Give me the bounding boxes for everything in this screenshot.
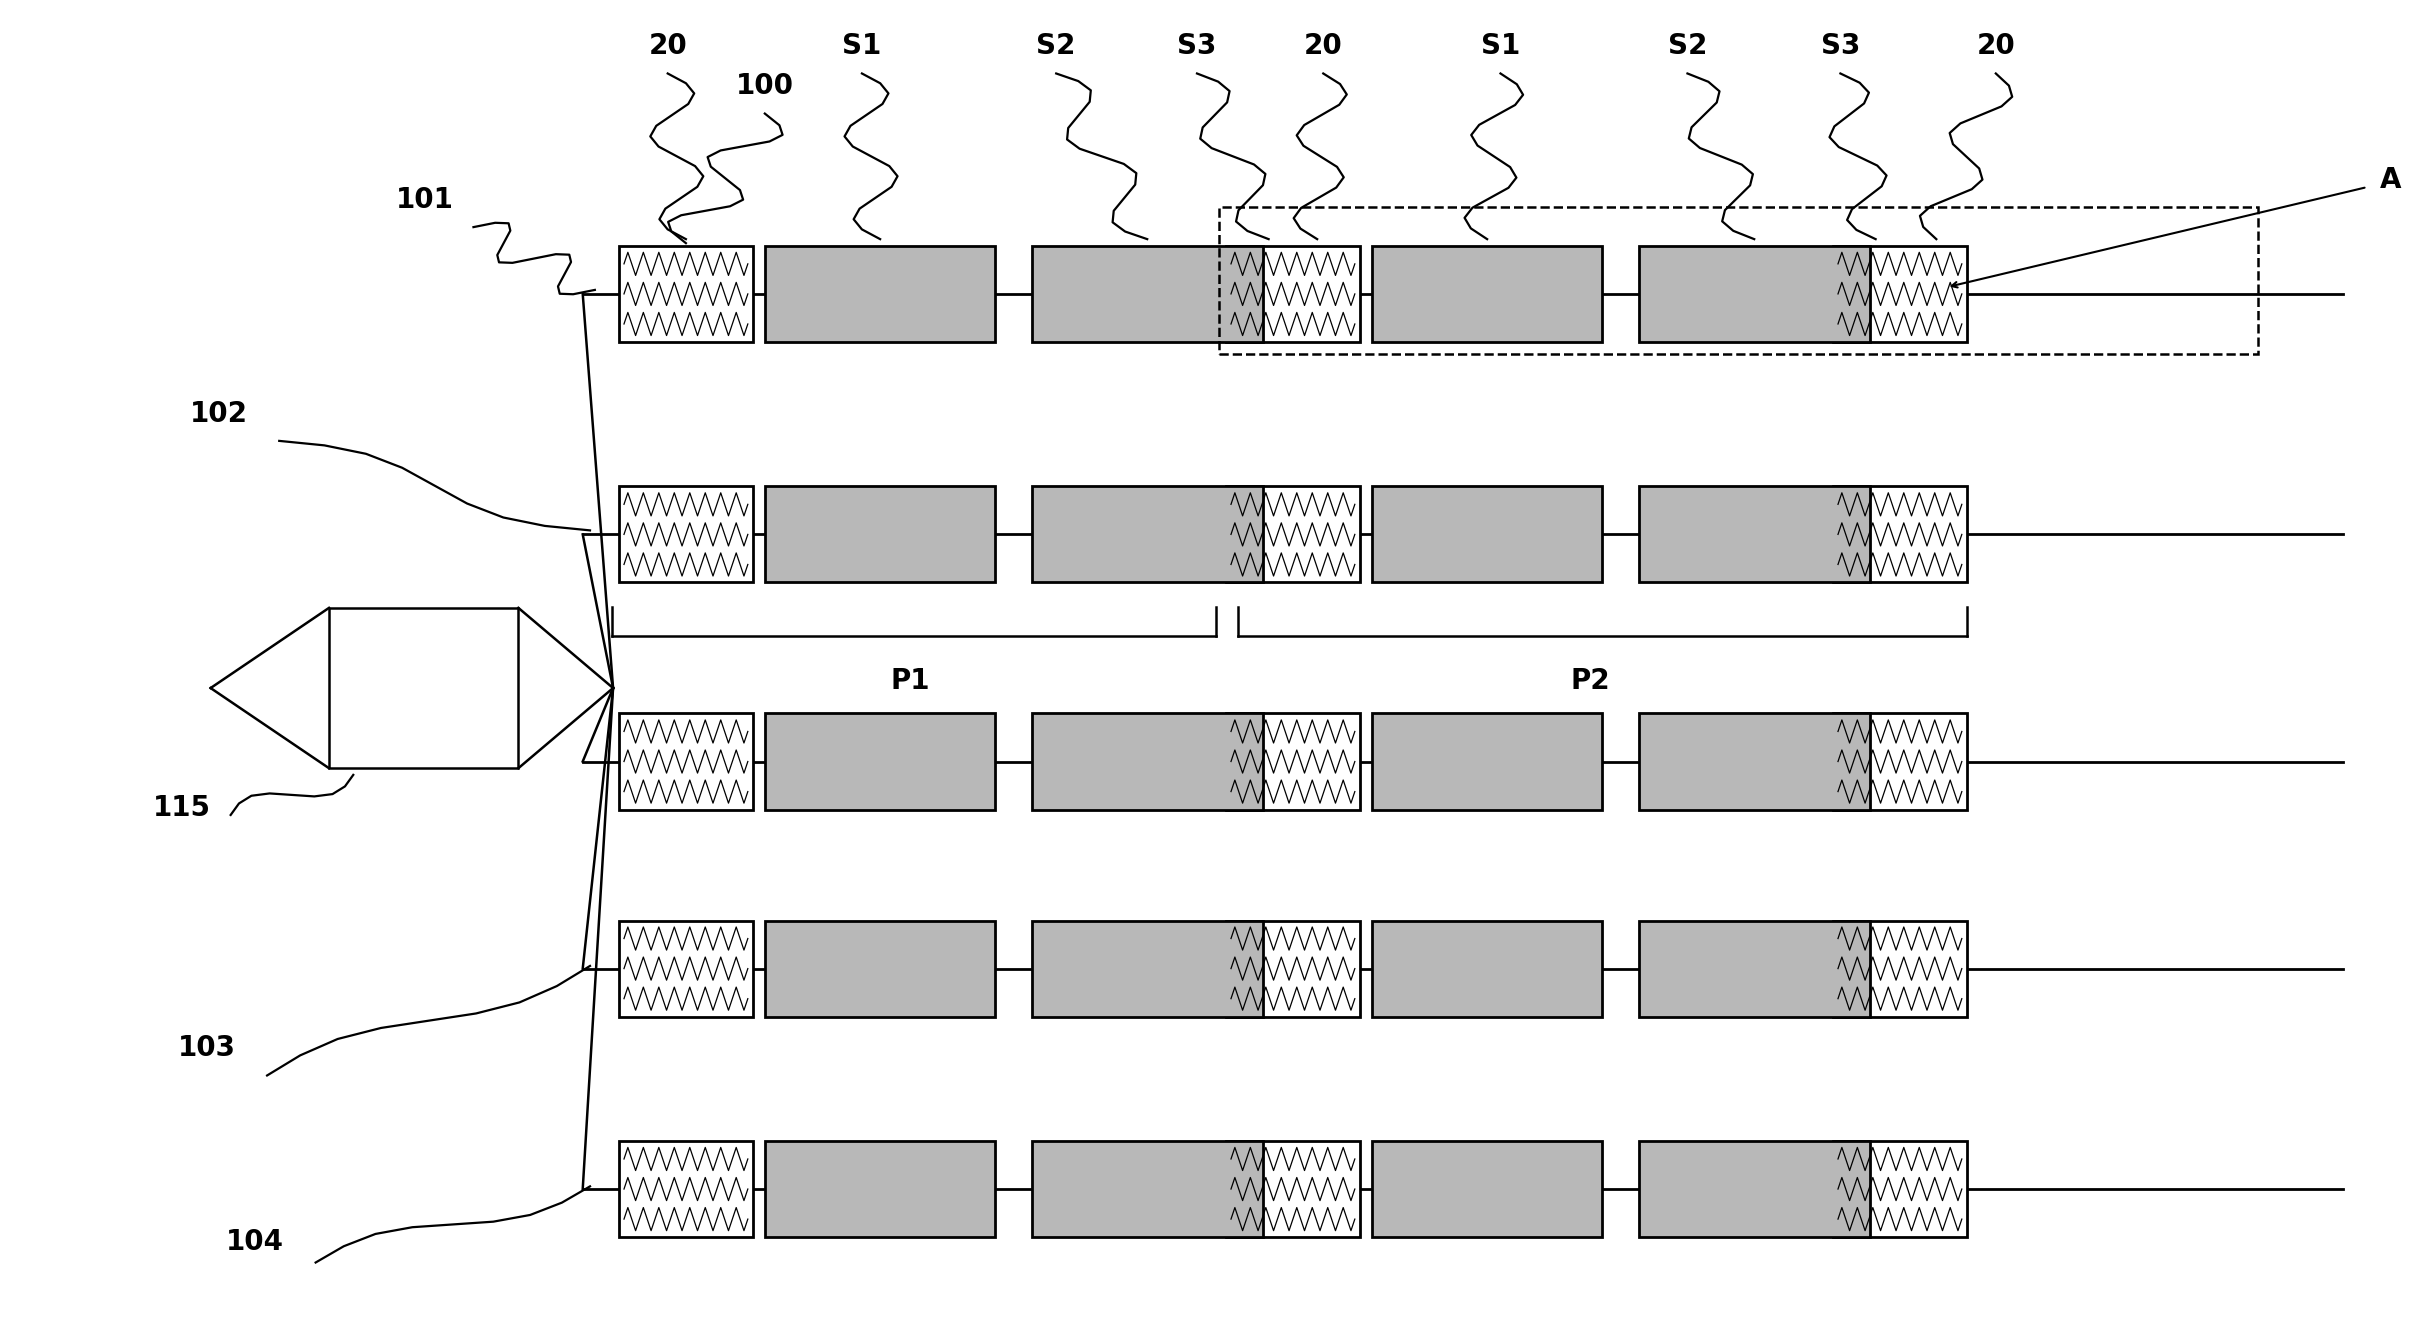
Bar: [1833, 1141, 1967, 1237]
Text: 102: 102: [189, 399, 248, 428]
Text: 20: 20: [1304, 32, 1343, 60]
Bar: [1639, 713, 1870, 810]
Text: S1: S1: [843, 32, 881, 60]
Bar: [1639, 921, 1870, 1017]
Bar: [1032, 486, 1263, 582]
Bar: [765, 713, 995, 810]
Bar: [1226, 1141, 1360, 1237]
Bar: [765, 486, 995, 582]
Bar: [765, 246, 995, 342]
Bar: [1833, 921, 1967, 1017]
Text: P2: P2: [1571, 667, 1610, 695]
Text: S3: S3: [1178, 32, 1216, 60]
Bar: [1032, 1141, 1263, 1237]
Bar: [1833, 486, 1967, 582]
Bar: [1639, 486, 1870, 582]
Bar: [1639, 1141, 1870, 1237]
Bar: [1639, 246, 1870, 342]
Bar: [1219, 207, 2258, 354]
Text: 115: 115: [153, 794, 211, 822]
Bar: [619, 713, 753, 810]
Text: S3: S3: [1821, 32, 1860, 60]
Bar: [619, 246, 753, 342]
Text: 103: 103: [177, 1034, 236, 1062]
Text: S2: S2: [1668, 32, 1707, 60]
Bar: [1226, 246, 1360, 342]
Bar: [1372, 486, 1602, 582]
Bar: [619, 921, 753, 1017]
Text: A: A: [2379, 167, 2401, 194]
Text: S2: S2: [1037, 32, 1076, 60]
Bar: [1032, 246, 1263, 342]
Text: 104: 104: [226, 1228, 284, 1256]
Bar: [619, 1141, 753, 1237]
Text: 20: 20: [648, 32, 687, 60]
Bar: [1372, 713, 1602, 810]
Bar: [1032, 713, 1263, 810]
Bar: [330, 608, 520, 768]
Bar: [1226, 921, 1360, 1017]
Text: 20: 20: [1976, 32, 2015, 60]
Text: 100: 100: [736, 72, 794, 100]
Text: S1: S1: [1481, 32, 1520, 60]
Bar: [1032, 921, 1263, 1017]
Bar: [765, 921, 995, 1017]
Bar: [619, 486, 753, 582]
Bar: [1833, 713, 1967, 810]
Bar: [1833, 246, 1967, 342]
Bar: [1226, 486, 1360, 582]
Bar: [765, 1141, 995, 1237]
Text: P1: P1: [891, 667, 930, 695]
Bar: [1372, 246, 1602, 342]
Bar: [1226, 713, 1360, 810]
Text: 101: 101: [396, 186, 454, 214]
Bar: [1372, 921, 1602, 1017]
Bar: [1372, 1141, 1602, 1237]
